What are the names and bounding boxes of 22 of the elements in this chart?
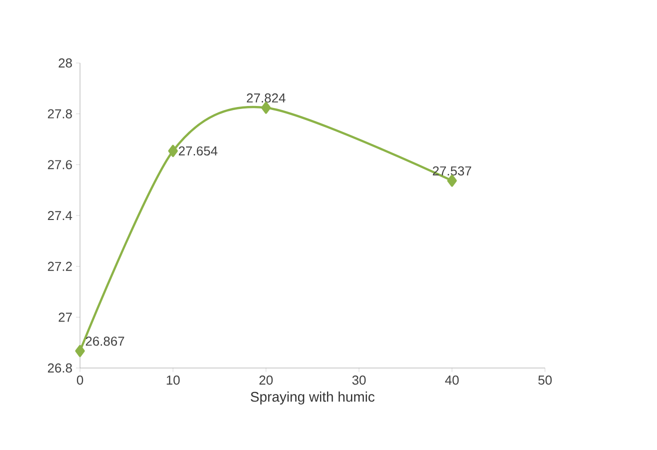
- x-tick-label: 0: [76, 376, 84, 385]
- point: [447, 174, 457, 187]
- x-tick-label: 50: [538, 376, 552, 385]
- y-tick-label: 27.4: [48, 210, 72, 220]
- x-axis-title: Spraying with humic: [250, 392, 375, 405]
- point: [261, 102, 271, 114]
- x-tick-label: 40: [445, 376, 459, 385]
- y-tick-label: 27.6: [48, 160, 72, 170]
- x-tick-label: 10: [166, 376, 180, 385]
- y-tick-label: 27.8: [48, 109, 72, 118]
- y-tick-label: 27: [58, 312, 72, 322]
- y-tick-label: 28: [58, 58, 72, 68]
- data-label: 27.824: [246, 93, 286, 103]
- point: [75, 344, 85, 358]
- point: [168, 144, 178, 158]
- y-tick-label: 26.8: [48, 363, 72, 373]
- y-tick-label: 27.2: [48, 262, 72, 271]
- x-tick-label: 30: [352, 376, 366, 385]
- x-tick-label: 20: [259, 376, 273, 385]
- data-label: 26.867: [86, 336, 124, 346]
- data-label: 27.654: [178, 146, 218, 156]
- data-label: 27.537: [432, 166, 472, 176]
